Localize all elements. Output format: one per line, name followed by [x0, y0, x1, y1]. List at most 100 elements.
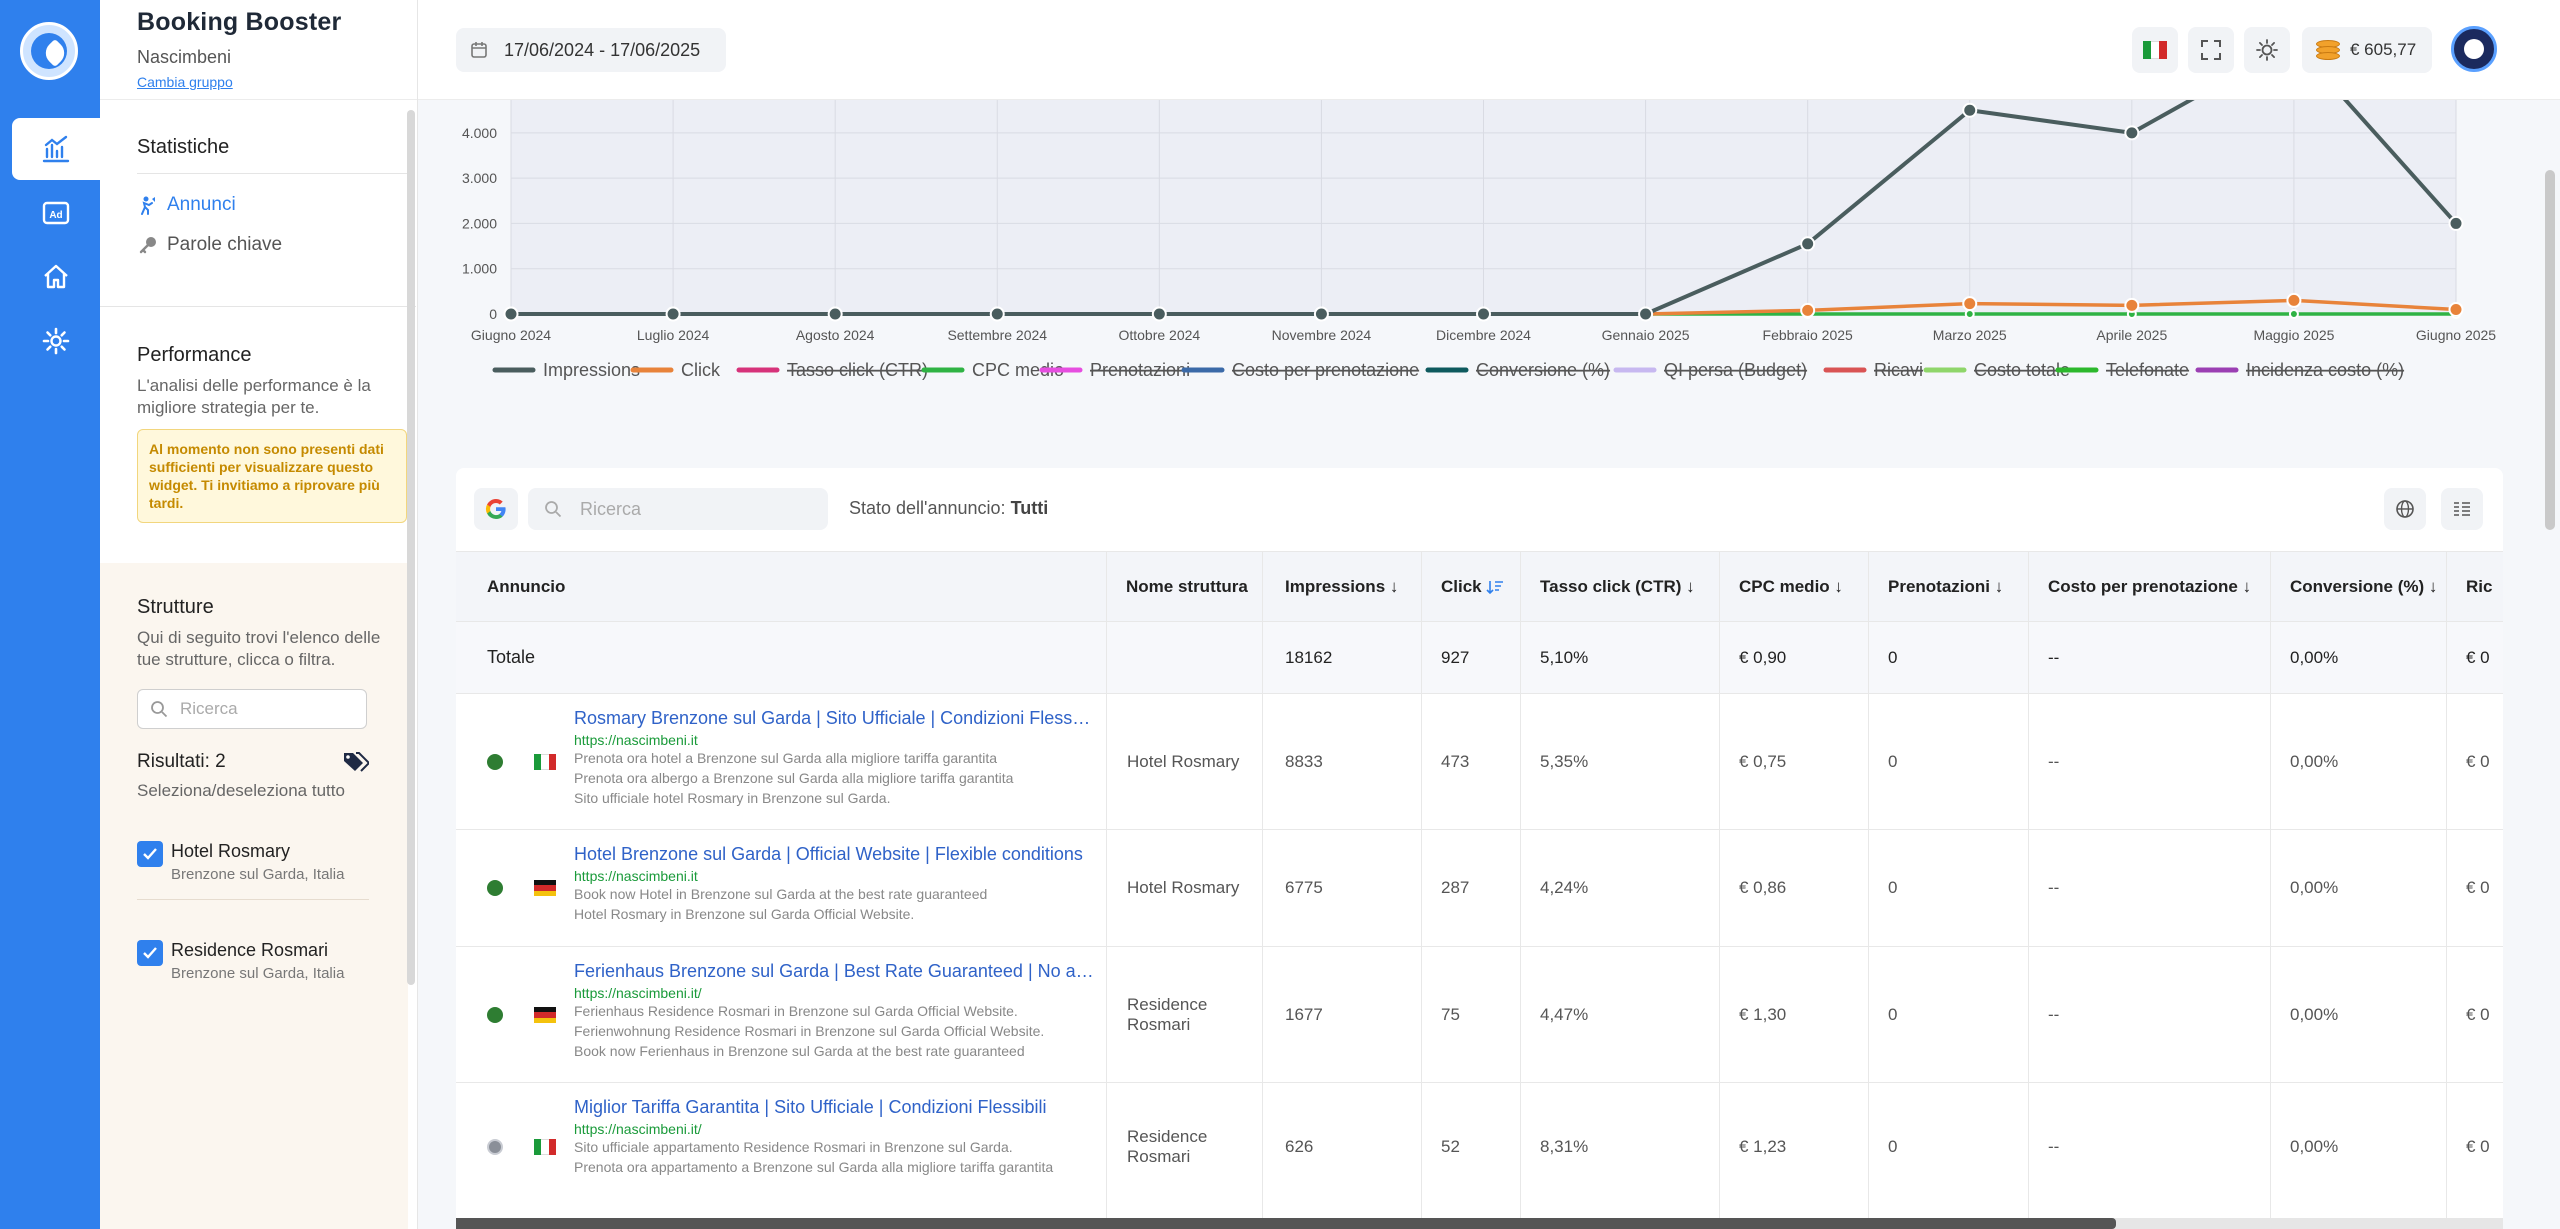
checkbox[interactable] [137, 940, 163, 966]
column-header-ctr[interactable]: Tasso click (CTR) ↓ [1540, 577, 1695, 596]
revenue-cell: € 0 [2466, 878, 2490, 897]
column-header-annuncio[interactable]: Annuncio [487, 577, 566, 596]
fullscreen-button[interactable] [2188, 27, 2234, 73]
credits-balance[interactable]: € 605,77 [2302, 27, 2432, 73]
data-point [1151, 306, 1167, 322]
avatar[interactable] [2451, 26, 2497, 72]
bookings-cell: 0 [1888, 1137, 1898, 1156]
conversion-cell: 0,00% [2290, 1004, 2339, 1024]
structures-panel [100, 563, 408, 1229]
column-header-ricavi[interactable]: Ric [2466, 577, 2493, 596]
table-total-row: Totale 18162 927 5,10% € 0,90 0 -- 0,00%… [456, 621, 2503, 693]
table-row[interactable]: Miglior Tariffa Garantita | Sito Ufficia… [456, 1082, 2503, 1218]
credits-value: € 605,77 [2350, 40, 2417, 59]
data-point [989, 306, 1005, 322]
nav-item-annunci[interactable]: Annunci [137, 194, 407, 216]
germany-flag-icon [534, 880, 556, 896]
active-status-dot [487, 1007, 503, 1023]
legend-label: CPC medio [972, 360, 1064, 380]
column-header-click[interactable]: Click [1441, 552, 1504, 622]
ctr-cell: 4,47% [1540, 1004, 1589, 1024]
ad-description-line: Sito ufficiale hotel Rosmary in Brenzone… [574, 790, 891, 806]
ad-title-link[interactable]: Miglior Tariffa Garantita | Sito Ufficia… [574, 1097, 1047, 1117]
column-header-costo-prenotazione[interactable]: Costo per prenotazione ↓ [2048, 577, 2252, 596]
bookings-cell: 0 [1888, 751, 1898, 771]
change-group-link[interactable]: Cambia gruppo [137, 74, 233, 90]
structure-item-hotel-rosmary[interactable]: Hotel Rosmary Brenzone sul Garda, Italia [137, 841, 407, 883]
structure-location: Brenzone sul Garda, Italia [171, 866, 345, 883]
column-header-cpc[interactable]: CPC medio ↓ [1739, 577, 1843, 596]
results-count: Risultati: 2 [137, 751, 226, 772]
italy-flag-icon [2143, 41, 2167, 59]
legend-label: QI persa (Budget) [1664, 360, 1807, 380]
click-cell: 75 [1441, 1004, 1460, 1024]
horizontal-scrollbar[interactable] [456, 1218, 2116, 1229]
theme-toggle-button[interactable] [2244, 27, 2290, 73]
data-point [665, 306, 681, 322]
page-scrollbar[interactable] [2545, 170, 2555, 530]
x-tick-label: Luglio 2024 [637, 327, 710, 343]
ad-title-link[interactable]: Rosmary Brenzone sul Garda | Sito Uffici… [574, 708, 1094, 728]
line-chart: 0 1.000 2.000 3.000 4.000 Giugno 2024 Luglio 2… [462, 40, 2496, 380]
columns-button[interactable] [2441, 488, 2483, 530]
ad-title-link[interactable]: Hotel Brenzone sul Garda | Official Webs… [574, 844, 1083, 864]
germany-flag-icon [534, 1007, 556, 1023]
sort-desc-icon [1486, 581, 1503, 595]
ad-title-link[interactable]: Ferienhaus Brenzone sul Garda | Best Rat… [574, 961, 1094, 981]
app-name: Booking Booster [137, 8, 342, 36]
cpc-cell: € 1,23 [1739, 1137, 1787, 1156]
rail-home-button[interactable] [12, 246, 100, 308]
globe-icon [2396, 500, 2414, 518]
statistics-title: Statistiche [137, 136, 230, 158]
data-point [2288, 308, 2299, 319]
structure-item-residence-rosmari[interactable]: Residence Rosmari Brenzone sul Garda, It… [137, 940, 407, 982]
data-point [2286, 292, 2302, 308]
column-header-struttura[interactable]: Nome struttura [1126, 577, 1248, 596]
rail-ads-button[interactable]: Ad [12, 182, 100, 244]
data-point [1800, 302, 1816, 318]
column-header-prenotazioni[interactable]: Prenotazioni ↓ [1888, 577, 2004, 596]
structure-name: Residence Rosmari [171, 940, 329, 960]
person-icon [137, 194, 159, 216]
column-header-impressions[interactable]: Impressions ↓ [1285, 577, 1399, 596]
total-click: 927 [1441, 647, 1470, 667]
data-point [2448, 215, 2464, 231]
y-tick-label: 2.000 [462, 215, 497, 231]
x-tick-label: Ottobre 2024 [1118, 327, 1200, 343]
language-button[interactable] [2132, 27, 2178, 73]
structure-search-input[interactable]: Ricerca [137, 689, 367, 729]
date-range-picker[interactable]: 17/06/2024 - 17/06/2025 [456, 28, 726, 72]
table-row[interactable]: Ferienhaus Brenzone sul Garda | Best Rat… [456, 946, 2503, 1082]
data-point [1313, 306, 1329, 322]
sidebar-scrollbar[interactable] [407, 110, 415, 985]
conversion-cell: 0,00% [2290, 878, 2339, 897]
google-ads-button[interactable] [474, 488, 518, 530]
legend-label: Click [681, 360, 721, 380]
ad-description-line: Sito ufficiale appartamento Residence Ro… [574, 1139, 1013, 1155]
key-icon [137, 234, 159, 256]
globe-button[interactable] [2384, 488, 2426, 530]
impressions-cell: 626 [1285, 1137, 1314, 1156]
data-point [2124, 297, 2140, 313]
ads-search-input[interactable]: Ricerca [528, 488, 828, 530]
fullscreen-icon [2201, 40, 2221, 60]
table-row[interactable]: Rosmary Brenzone sul Garda | Sito Uffici… [456, 693, 2503, 829]
ad-status-filter[interactable]: Stato dell'annuncio: Tutti [849, 498, 1048, 519]
rail-settings-button[interactable] [12, 310, 100, 372]
ctr-cell: 8,31% [1540, 1137, 1589, 1156]
column-header-conversione[interactable]: Conversione (%) ↓ [2290, 577, 2438, 596]
checkbox[interactable] [137, 841, 163, 867]
data-point [1964, 308, 1975, 319]
tags-icon[interactable] [343, 751, 369, 773]
nav-item-parole-chiave[interactable]: Parole chiave [137, 234, 407, 256]
x-tick-label: Dicembre 2024 [1436, 327, 1531, 343]
select-all-toggle[interactable]: Seleziona/deseleziona tutto [137, 781, 345, 800]
logo[interactable] [20, 22, 78, 80]
table-row[interactable]: Hotel Brenzone sul Garda | Official Webs… [456, 829, 2503, 946]
cpc-cell: € 0,75 [1739, 751, 1787, 771]
legend-label: Costo totale [1974, 360, 2070, 380]
ad-preview: Miglior Tariffa Garantita | Sito Ufficia… [574, 1097, 1094, 1177]
data-point [503, 306, 519, 322]
rail-statistics-button[interactable] [12, 118, 100, 180]
impressions-cell: 1677 [1285, 1004, 1323, 1024]
